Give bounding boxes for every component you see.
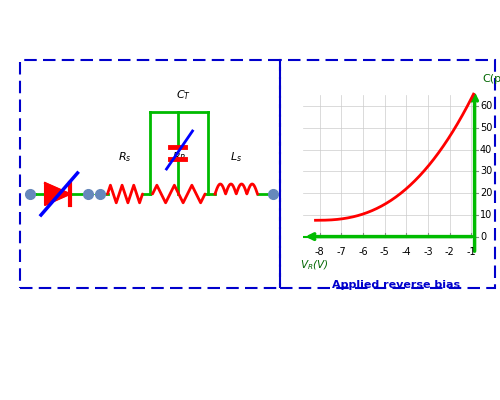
Text: -2: -2 [445,248,454,258]
Text: R$_s$: R$_s$ [118,150,132,164]
Text: 10: 10 [480,210,492,220]
Text: Applied reverse bias: Applied reverse bias [332,280,460,290]
Text: 60: 60 [480,101,492,111]
Text: -4: -4 [402,248,411,258]
Text: -8: -8 [315,248,324,258]
Text: L$_s$: L$_s$ [230,150,242,164]
Text: -1: -1 [466,248,476,258]
Text: 40: 40 [480,144,492,154]
Text: 0: 0 [480,232,486,242]
Text: -5: -5 [380,248,390,258]
Text: C(pF): C(pF) [482,74,500,84]
Text: -7: -7 [336,248,346,258]
Text: R$_R$: R$_R$ [172,150,186,164]
Text: 50: 50 [480,123,492,133]
Polygon shape [45,183,70,205]
Text: 30: 30 [480,166,492,176]
Text: -6: -6 [358,248,368,258]
Text: $V_R$(V): $V_R$(V) [300,258,329,272]
Text: 20: 20 [480,188,492,198]
Text: -3: -3 [423,248,433,258]
Text: C$_T$: C$_T$ [176,88,191,102]
